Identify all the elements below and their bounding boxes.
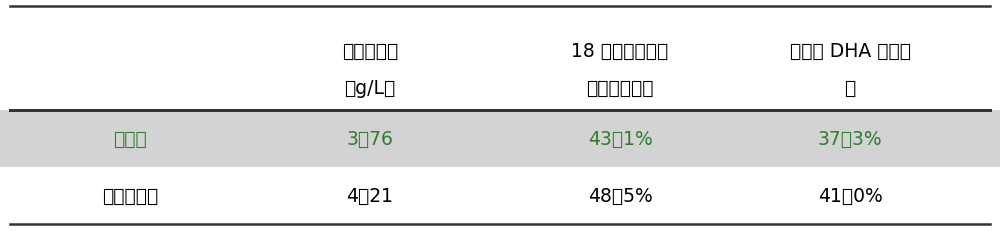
Text: 对照组: 对照组 bbox=[113, 130, 147, 149]
Bar bbox=[0, 111, 1000, 167]
Text: 肪酸百分含量: 肪酸百分含量 bbox=[586, 78, 654, 97]
Text: 37．3%: 37．3% bbox=[818, 130, 882, 149]
Text: 总油脂含量: 总油脂含量 bbox=[342, 41, 398, 60]
Text: 4．21: 4．21 bbox=[347, 186, 394, 205]
Text: 18 碳以上长链脂: 18 碳以上长链脂 bbox=[571, 41, 669, 60]
Text: 41．0%: 41．0% bbox=[818, 186, 882, 205]
Text: （g/L）: （g/L） bbox=[344, 78, 396, 97]
Text: 添加实验组: 添加实验组 bbox=[102, 186, 158, 205]
Text: 油脂中 DHA 百分含: 油脂中 DHA 百分含 bbox=[790, 41, 910, 60]
Text: 量: 量 bbox=[844, 78, 856, 97]
Text: 3．76: 3．76 bbox=[347, 130, 393, 149]
Text: 48．5%: 48．5% bbox=[588, 186, 652, 205]
Text: 43．1%: 43．1% bbox=[588, 130, 652, 149]
